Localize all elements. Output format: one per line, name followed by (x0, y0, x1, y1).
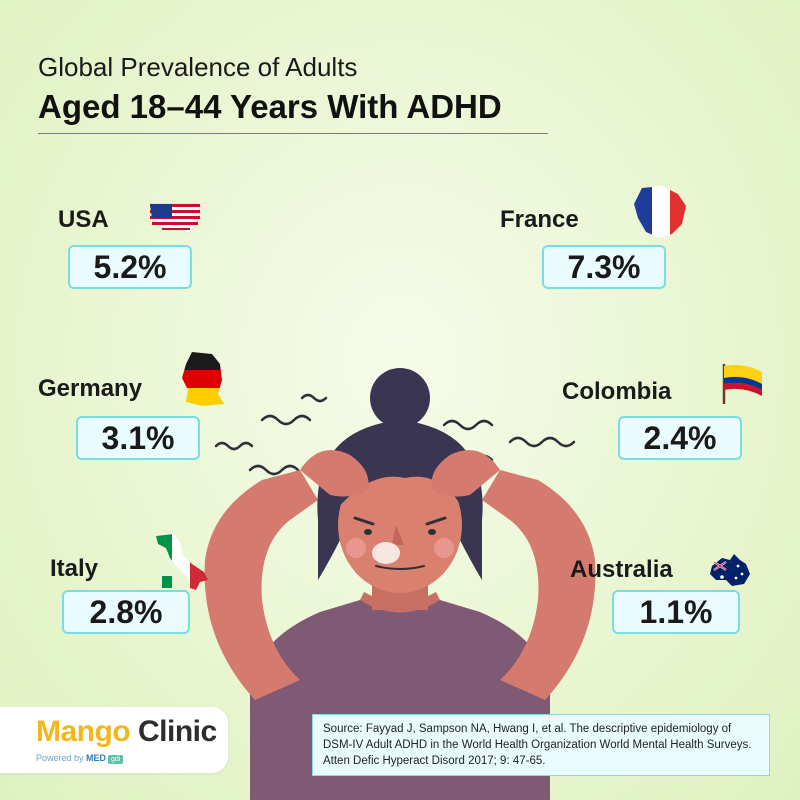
logo-brand-first: Mango (36, 715, 131, 748)
country-france-value: 7.3% (542, 245, 666, 289)
country-italy-value: 2.8% (62, 590, 190, 634)
usa-flag-icon (149, 203, 201, 235)
australia-flag-icon (710, 554, 750, 586)
title-line-1: Global Prevalence of Adults (38, 52, 358, 82)
country-germany-value: 3.1% (76, 416, 200, 460)
title-line-2: Aged 18–44 Years With ADHD (38, 88, 502, 125)
country-france-name: France (500, 206, 579, 233)
logo-powered-prefix: Powered by (36, 753, 87, 763)
country-germany-name: Germany (38, 375, 143, 402)
logo-powered-badge: gdi (108, 755, 124, 764)
logo-powered-brand: MED (86, 753, 107, 763)
title-divider (38, 133, 548, 134)
germany-flag-icon (182, 352, 224, 406)
logo-brand-name: Mango Clinic (36, 715, 217, 749)
country-colombia-value: 2.4% (618, 416, 742, 460)
country-australia-value: 1.1% (612, 590, 740, 634)
logo-powered-by: Powered by MED gdi (36, 753, 124, 764)
source-citation: Source: Fayyad J, Sampson NA, Hwang I, e… (312, 714, 770, 776)
mango-clinic-logo: Mango Clinic Powered by MED gdi (0, 707, 228, 773)
country-italy-name: Italy (50, 555, 99, 582)
country-australia-name: Australia (570, 556, 673, 583)
italy-flag-icon (156, 534, 208, 590)
country-usa-value: 5.2% (68, 245, 192, 289)
colombia-flag-icon (722, 364, 762, 404)
country-colombia-name: Colombia (562, 378, 672, 405)
logo-brand-second: Clinic (130, 715, 217, 748)
country-usa-name: USA (58, 206, 109, 233)
france-flag-icon (634, 186, 686, 238)
